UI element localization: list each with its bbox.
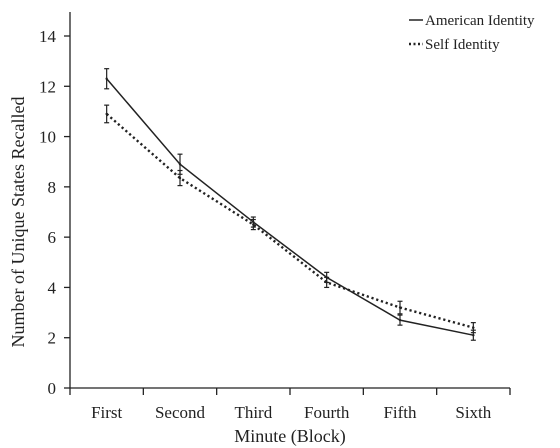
x-tick-label: Second [155, 403, 206, 422]
x-axis-title: Minute (Block) [234, 426, 345, 447]
series-line [105, 113, 474, 329]
x-tick-label: Sixth [455, 403, 491, 422]
series-2 [104, 104, 476, 334]
y-tick-label: 2 [48, 329, 57, 348]
y-tick-label: 8 [48, 178, 57, 197]
legend-label: American Identity [425, 13, 535, 29]
x-tick-label: Third [234, 403, 272, 422]
x-axis-ticks: First Second Third Fourth Fifth Sixth [69, 388, 511, 422]
data-point [105, 112, 108, 116]
legend-item: Self Identity [409, 37, 500, 53]
x-tick-label: First [91, 403, 122, 422]
y-tick-label: 4 [48, 278, 57, 297]
y-axis-ticks: 0 2 4 6 8 10 12 14 [39, 27, 70, 398]
data-point [398, 318, 402, 322]
legend-label: Self Identity [425, 37, 500, 53]
data-point [398, 306, 402, 309]
legend: American Identity Self Identity [409, 13, 535, 53]
data-point [472, 326, 475, 329]
axes [69, 12, 510, 389]
series-layer [104, 68, 476, 341]
y-axis-title: Number of Unique States Recalled [8, 97, 28, 348]
data-point [178, 163, 182, 166]
y-tick-label: 6 [48, 228, 57, 247]
data-point [178, 176, 182, 180]
y-tick-label: 10 [39, 128, 56, 147]
x-tick-label: Fifth [383, 403, 417, 422]
y-tick-label: 12 [39, 77, 56, 96]
series-line [106, 78, 474, 336]
data-point [252, 223, 255, 226]
data-point [325, 281, 328, 284]
series-1 [104, 68, 476, 341]
x-tick-label: Fourth [304, 403, 350, 422]
y-tick-label: 14 [39, 27, 57, 46]
data-point [105, 77, 108, 80]
legend-item: American Identity [409, 13, 535, 29]
data-point [472, 334, 475, 337]
y-tick-label: 0 [48, 379, 57, 398]
